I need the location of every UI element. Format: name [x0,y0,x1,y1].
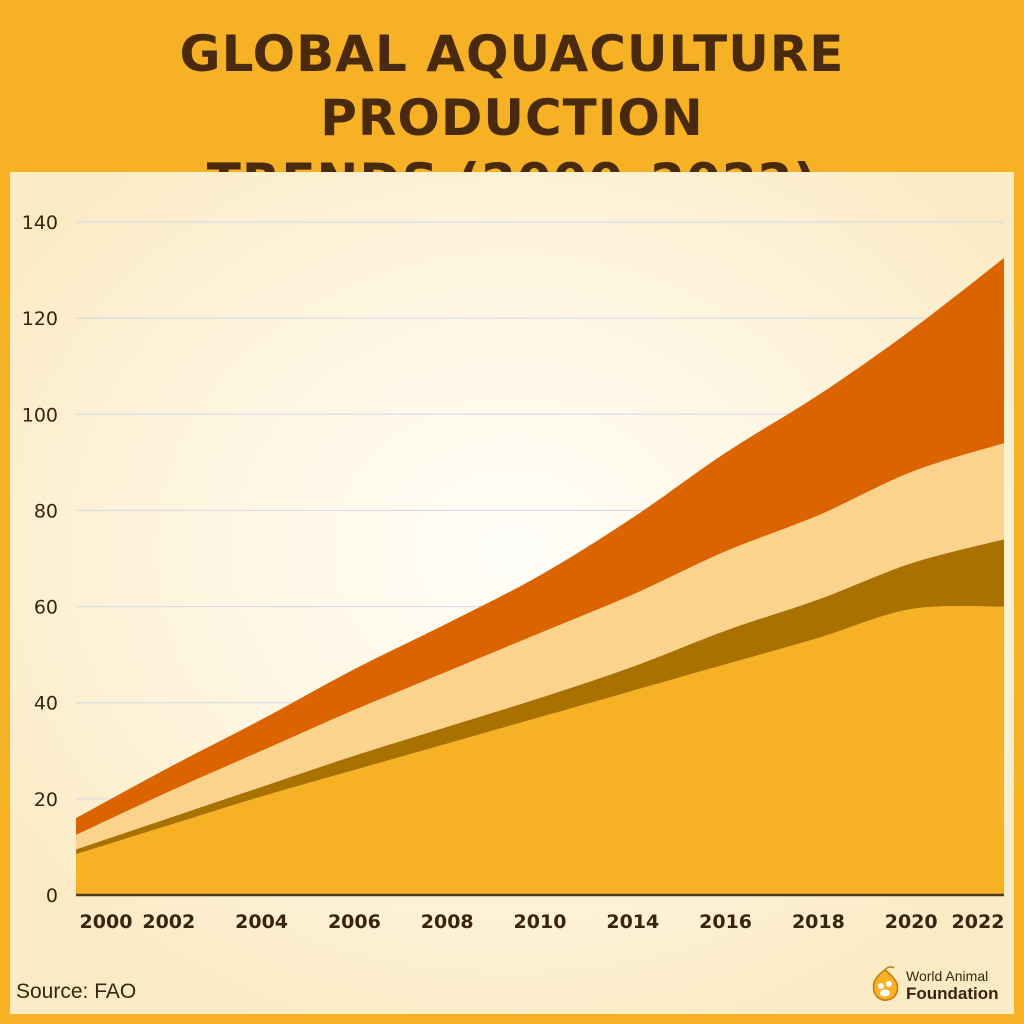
y-tick-label: 120 [22,308,58,330]
y-tick-label: 0 [46,885,58,907]
x-tick-label: 2000 [80,911,133,933]
x-tick-label: 2004 [235,911,288,933]
y-tick-label: 100 [22,404,58,426]
area-series-4 [76,258,1004,835]
x-tick-label: 2020 [885,911,938,933]
world-animal-foundation-logo: World Animal Foundation [868,964,1014,1008]
logo-text-line-2: Foundation [906,984,999,1003]
x-tick-label: 2002 [142,911,195,933]
y-tick-label: 140 [22,212,58,234]
y-tick-label: 20 [34,789,58,811]
area-series-1 [76,605,1004,895]
area-series-3 [76,443,1004,850]
source-note: Source: FAO [16,980,137,1003]
y-tick-label: 60 [34,597,58,619]
title-line-1: GLOBAL AQUACULTURE PRODUCTION [179,25,845,147]
stacked-areas [76,258,1004,895]
logo-text-line-1: World Animal [906,968,989,984]
y-tick-label: 80 [34,500,58,522]
paw-logo-icon [872,966,899,1001]
x-tick-label: 2014 [606,911,659,933]
x-tick-labels: 2000 2002 2004 2006 2008 2010 2014 2016 2018 2020… [80,911,1005,933]
y-tick-label: 40 [34,693,58,715]
x-tick-label: 2018 [792,911,845,933]
area-series-2 [76,539,1004,855]
y-tick-labels: 0 20 40 60 80 100 120 140 [22,212,58,907]
x-tick-label: 2010 [514,911,567,933]
x-tick-label: 2022 [952,911,1005,933]
x-tick-label: 2008 [421,911,474,933]
x-tick-label: 2016 [699,911,752,933]
x-tick-label: 2006 [328,911,381,933]
